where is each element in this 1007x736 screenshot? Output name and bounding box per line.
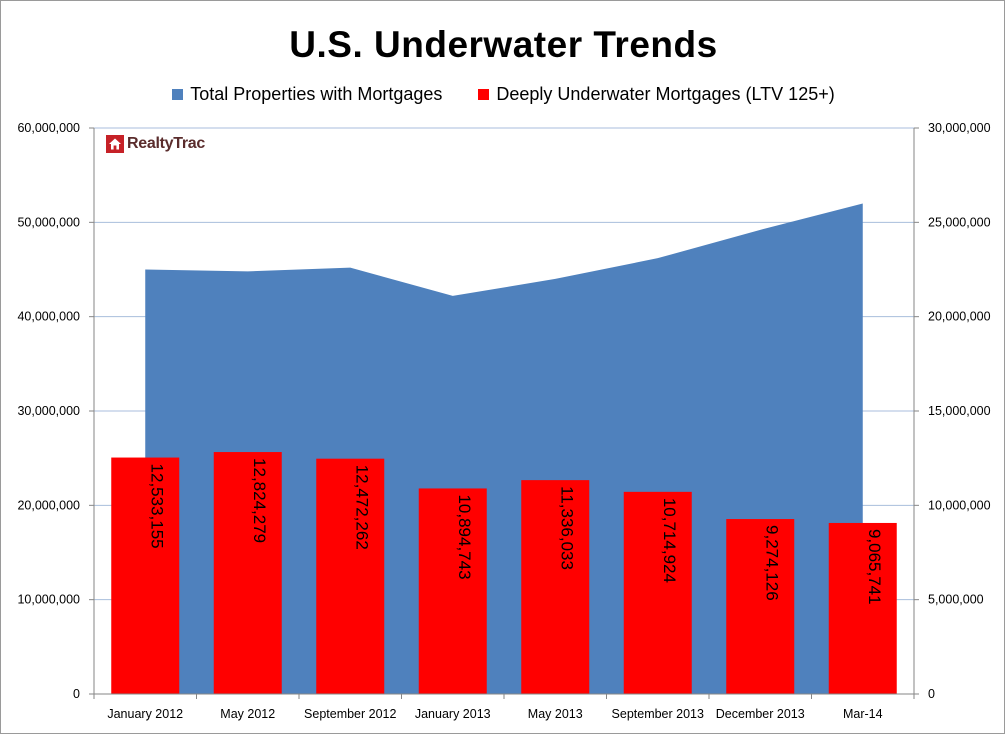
bar-data-label: 9,274,126 [762,525,781,601]
logo-text: RealtyTrac [127,135,205,152]
legend: Total Properties with Mortgages Deeply U… [0,84,1007,105]
realtytrac-logo: RealtyTrac [106,135,205,153]
left-axis-tick-label: 40,000,000 [17,310,80,324]
left-axis-tick-label: 60,000,000 [17,121,80,135]
left-axis-tick-label: 0 [73,687,80,701]
bar-underwater [726,519,795,694]
chart-title: U.S. Underwater Trends [289,24,718,65]
bar-underwater [521,480,590,694]
right-axis-tick-label: 15,000,000 [928,404,991,418]
house-icon [106,135,124,153]
x-axis-tick-label: December 2013 [716,707,805,721]
bar-underwater [418,488,487,694]
x-axis-tick-label: January 2012 [107,707,183,721]
bar-underwater [213,452,282,694]
legend-item-total: Total Properties with Mortgages [172,84,442,105]
x-axis-tick-label: May 2013 [528,707,583,721]
right-axis-tick-label: 30,000,000 [928,121,991,135]
legend-label-underwater: Deeply Underwater Mortgages (LTV 125+) [496,84,835,104]
left-axis-tick-label: 10,000,000 [17,593,80,607]
right-axis-tick-label: 10,000,000 [928,498,991,512]
bar-data-label: 12,472,262 [352,465,371,550]
bar-data-label: 9,065,741 [865,529,884,605]
legend-item-underwater: Deeply Underwater Mortgages (LTV 125+) [478,84,835,105]
left-axis-tick-label: 20,000,000 [17,498,80,512]
x-axis-tick-label: September 2012 [304,707,396,721]
bar-underwater [111,457,180,694]
x-axis-tick-label: September 2013 [612,707,704,721]
bar-underwater [828,522,897,694]
bar-data-label: 12,824,279 [250,458,269,543]
bar-data-label: 12,533,155 [147,464,166,549]
bar-data-label: 10,714,924 [660,498,679,583]
bar-underwater [316,458,385,694]
right-axis-tick-label: 20,000,000 [928,310,991,324]
x-axis-tick-label: January 2013 [415,707,491,721]
x-axis-tick-label: May 2012 [220,707,275,721]
left-axis-tick-label: 50,000,000 [17,215,80,229]
x-axis-tick-label: Mar-14 [843,707,883,721]
bar-underwater [623,491,692,694]
legend-swatch-underwater [478,89,490,100]
right-axis-tick-label: 5,000,000 [928,593,984,607]
bar-data-label: 10,894,743 [455,494,474,579]
left-axis-tick-label: 30,000,000 [17,404,80,418]
right-axis-tick-label: 0 [928,687,935,701]
right-axis-tick-label: 25,000,000 [928,215,991,229]
legend-swatch-total [172,89,184,100]
bar-data-label: 11,336,033 [557,486,576,570]
legend-label-total: Total Properties with Mortgages [190,84,443,104]
